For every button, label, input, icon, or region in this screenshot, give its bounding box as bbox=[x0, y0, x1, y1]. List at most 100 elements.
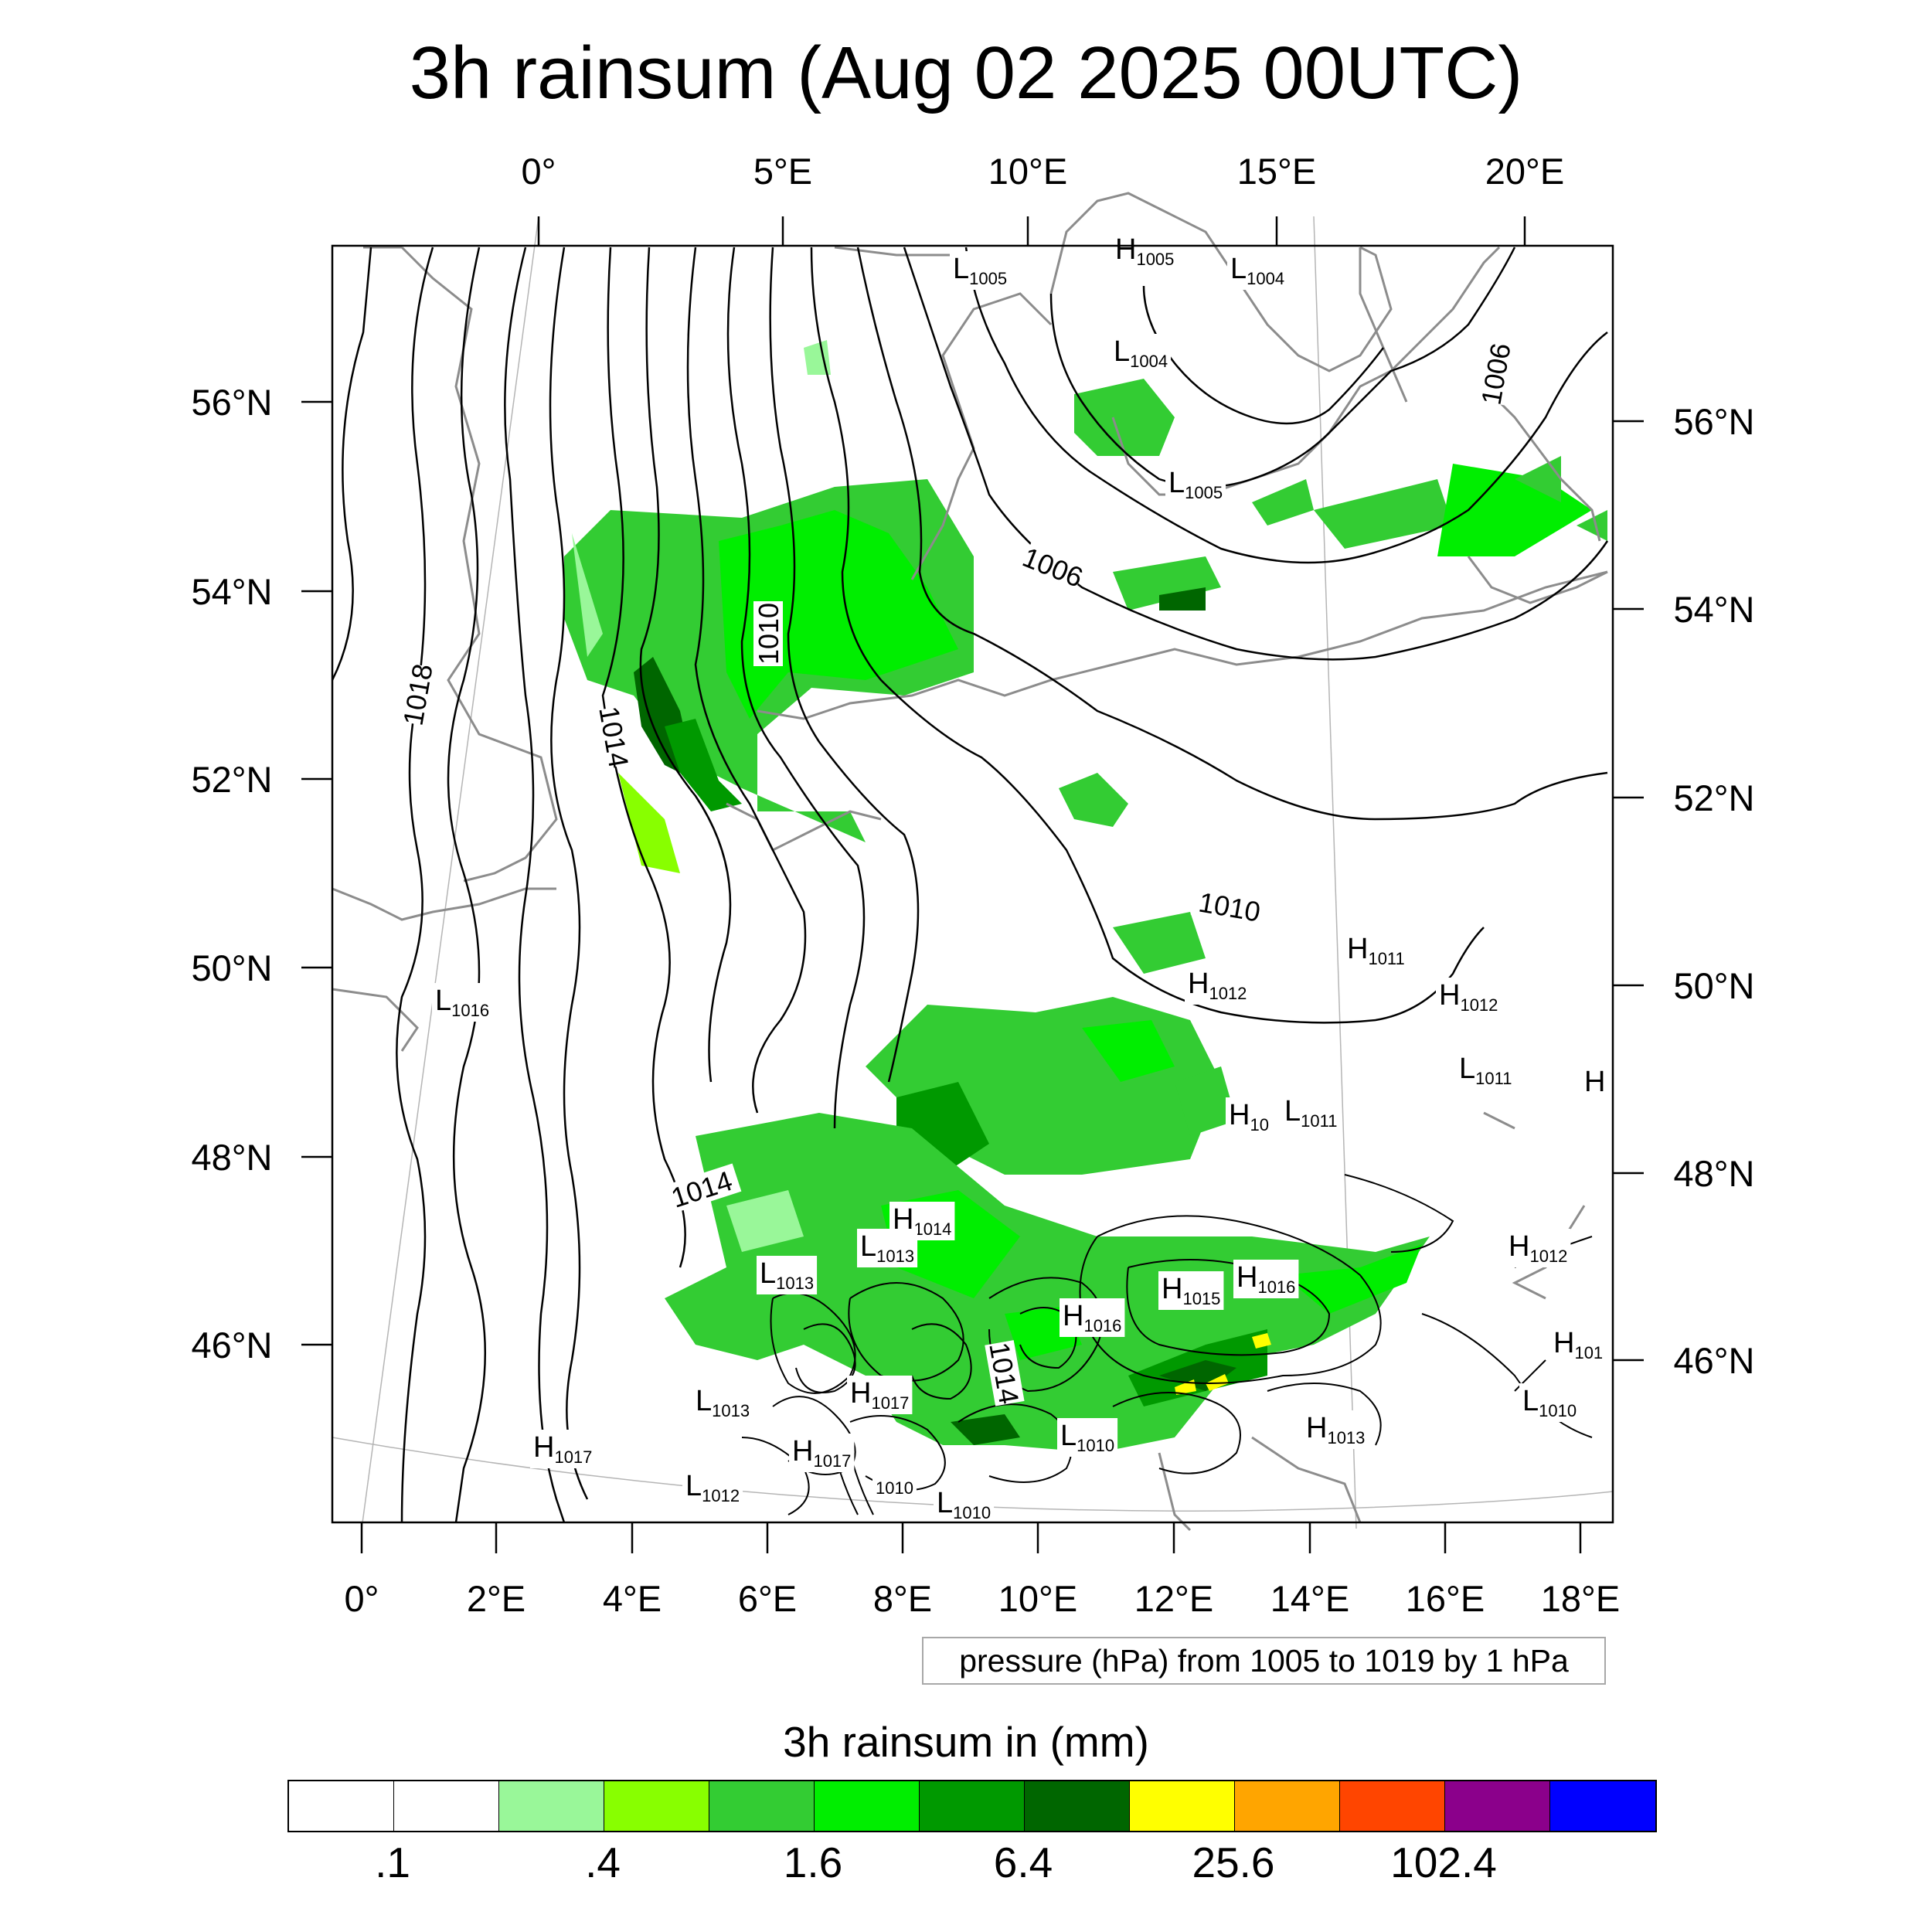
colorbar-tick-label: 102.4 bbox=[1390, 1838, 1497, 1886]
colorbar-swatch bbox=[604, 1781, 709, 1831]
pressure-center: L1011 bbox=[1459, 1053, 1512, 1088]
pressure-center-bg bbox=[1519, 1383, 1580, 1422]
bottom-lon-label: 6°E bbox=[738, 1578, 797, 1619]
right-lat-label: 52°N bbox=[1673, 777, 1754, 818]
colorbar bbox=[287, 1780, 1657, 1832]
pressure-center-bg bbox=[682, 1468, 743, 1507]
alpine-isobars bbox=[741, 1174, 1593, 1515]
pressure-center: H1011 bbox=[1347, 933, 1405, 968]
pressure-center-bg bbox=[950, 251, 1011, 290]
pressure-center: L1004 bbox=[1230, 253, 1284, 288]
top-lon-label: 5°E bbox=[753, 151, 812, 192]
top-lon-label: 0° bbox=[522, 151, 556, 192]
pressure-center: H bbox=[1584, 1066, 1605, 1098]
pressure-center-bg bbox=[1303, 1410, 1369, 1449]
pressure-center-bg bbox=[1165, 465, 1226, 504]
left-lat-label: 48°N bbox=[191, 1137, 272, 1178]
axis-labels: 0° 5°E 10°E 15°E 20°E 0° 2°E 4°E 6°E 8°E… bbox=[191, 151, 1754, 1619]
pressure-center-bg bbox=[1456, 1051, 1515, 1090]
pressure-center: H1017 bbox=[533, 1431, 592, 1467]
pressure-center: H1016 bbox=[1236, 1261, 1295, 1297]
pressure-center-bg bbox=[1060, 1298, 1125, 1337]
colorbar-swatch bbox=[1550, 1781, 1655, 1831]
pressure-center-bg bbox=[692, 1383, 753, 1422]
pressure-center: L1010 bbox=[937, 1487, 991, 1522]
pressure-center-bg bbox=[530, 1430, 596, 1468]
pressure-center: L1010 bbox=[1060, 1420, 1114, 1455]
bottom-lon-label: 4°E bbox=[603, 1578, 662, 1619]
contour-label: 1010 bbox=[753, 603, 784, 665]
pressure-center: H1013 bbox=[1306, 1412, 1365, 1447]
bottom-lon-label: 18°E bbox=[1541, 1578, 1620, 1619]
pressure-center-bg bbox=[757, 1256, 818, 1294]
bottom-lon-label: 12°E bbox=[1134, 1578, 1213, 1619]
colorbar-swatch bbox=[1025, 1781, 1130, 1831]
left-lat-label: 56°N bbox=[191, 382, 272, 423]
contour-label-layer: 1018 1014 1010 1006 1006 1010 1014 1014 bbox=[396, 341, 1516, 1406]
bottom-lon-label: 0° bbox=[345, 1578, 379, 1619]
bottom-lon-label: 2°E bbox=[467, 1578, 526, 1619]
map-title: 3h rainsum (Aug 02 2025 00UTC) bbox=[409, 32, 1523, 114]
left-lat-label: 50°N bbox=[191, 947, 272, 988]
pressure-center: H1012 bbox=[1509, 1230, 1567, 1266]
bottom-lon-label: 10°E bbox=[998, 1578, 1077, 1619]
top-lon-label: 10°E bbox=[988, 151, 1067, 192]
pressure-center: L1005 bbox=[953, 253, 1007, 288]
colorbar-swatch bbox=[920, 1781, 1025, 1831]
colorbar-tick-label: 25.6 bbox=[1192, 1838, 1275, 1886]
colorbar-swatch bbox=[394, 1781, 499, 1831]
contour-label: 1006 bbox=[1019, 541, 1088, 594]
colorbar-tick-label: 6.4 bbox=[993, 1838, 1053, 1886]
pressure-center: L1012 bbox=[685, 1470, 740, 1505]
pressure-center: H1005 bbox=[1115, 233, 1174, 269]
colorbar-tick-label: .1 bbox=[375, 1838, 410, 1886]
colorbar-swatch bbox=[1445, 1781, 1550, 1831]
pressure-center-bg bbox=[1226, 1097, 1272, 1136]
pressure-center-bg bbox=[857, 1229, 918, 1267]
colorbar-tick-label: .4 bbox=[585, 1838, 621, 1886]
contour-label: 1018 bbox=[396, 662, 438, 728]
pressure-center-bg bbox=[432, 983, 493, 1022]
bottom-lon-label: 14°E bbox=[1270, 1578, 1349, 1619]
pressure-center-bg bbox=[934, 1485, 995, 1524]
contour-label: 1014 bbox=[593, 704, 634, 770]
colorbar-swatch bbox=[499, 1781, 604, 1831]
pressure-center-bg bbox=[872, 1477, 917, 1499]
colorbar-swatch bbox=[1340, 1781, 1445, 1831]
colorbar-swatch bbox=[1235, 1781, 1340, 1831]
pressure-center: H1012 bbox=[1439, 979, 1498, 1015]
pressure-center-bg bbox=[1505, 1229, 1571, 1267]
pressure-center: H1017 bbox=[792, 1435, 851, 1471]
pressure-center-bg bbox=[1581, 1064, 1609, 1100]
colorbar-swatch bbox=[1130, 1781, 1235, 1831]
pressure-center-bg bbox=[1233, 1260, 1299, 1298]
contour-label: 1006 bbox=[1475, 341, 1516, 407]
bottom-lon-label: 8°E bbox=[873, 1578, 932, 1619]
pressure-center: H1016 bbox=[1063, 1300, 1121, 1335]
pressure-center-bg bbox=[1112, 232, 1178, 270]
pressure-info-box: pressure (hPa) from 1005 to 1019 by 1 hP… bbox=[922, 1637, 1606, 1685]
pressure-center-bg bbox=[1057, 1418, 1118, 1457]
pressure-center: L1010 bbox=[1522, 1385, 1577, 1420]
colorbar-title: 3h rainsum in (mm) bbox=[783, 1718, 1149, 1766]
colorbar-swatch bbox=[815, 1781, 920, 1831]
pressure-center-bg bbox=[847, 1376, 913, 1414]
left-lat-label: 46°N bbox=[191, 1325, 272, 1366]
right-lat-label: 46°N bbox=[1673, 1340, 1754, 1381]
top-lon-label: 15°E bbox=[1237, 151, 1316, 192]
right-lat-label: 56°N bbox=[1673, 401, 1754, 442]
right-lat-label: 54°N bbox=[1673, 589, 1754, 630]
pressure-center: H1017 bbox=[850, 1377, 909, 1413]
right-lat-label: 48°N bbox=[1673, 1153, 1754, 1194]
colorbar-tick-label: 1.6 bbox=[783, 1838, 843, 1886]
pressure-center-bg bbox=[789, 1434, 855, 1472]
pressure-center: L1011 bbox=[1284, 1095, 1337, 1131]
pressure-center-bg bbox=[1344, 931, 1408, 970]
pressure-center-bg bbox=[1436, 978, 1502, 1016]
pressure-center-bg bbox=[1550, 1325, 1607, 1364]
isobars bbox=[331, 247, 1609, 1523]
top-lon-label: 20°E bbox=[1485, 151, 1564, 192]
pressure-centers: L1005 H1005 L1004 L1004 L1005 L1016 H101… bbox=[432, 232, 1609, 1524]
pressure-center: H1012 bbox=[1188, 968, 1247, 1003]
